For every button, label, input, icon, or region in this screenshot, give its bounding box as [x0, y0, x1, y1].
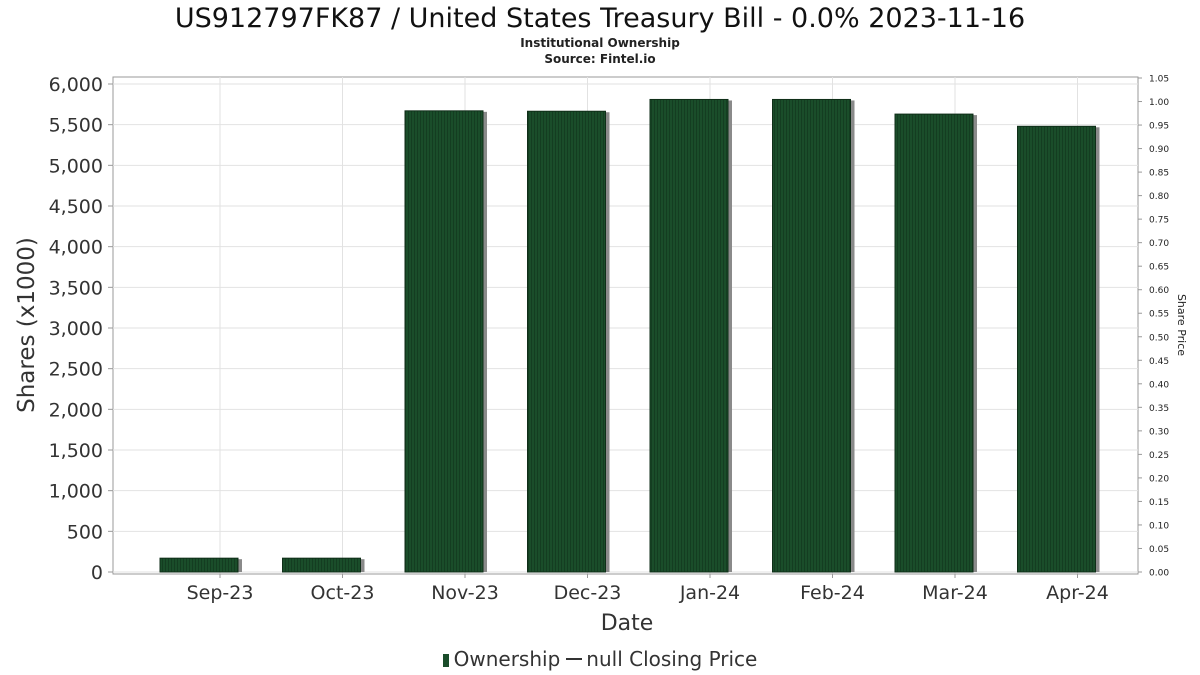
- y2-tick-label: 0.75: [1149, 216, 1169, 226]
- x-tick-label: Sep-23: [187, 582, 254, 604]
- price-legend-label: null Closing Price: [586, 647, 758, 671]
- y2-axis-title: Share Price: [1175, 294, 1188, 356]
- y-tick-label: 500: [67, 521, 103, 543]
- chart-title: US912797FK87 / United States Treasury Bi…: [174, 3, 1026, 34]
- ownership-bar: [772, 98, 851, 573]
- y-tick-label: 3,000: [49, 318, 103, 340]
- y-tick-label: 0: [91, 562, 103, 584]
- y2-tick-label: 1.00: [1149, 98, 1169, 108]
- x-tick-label: Mar-24: [922, 582, 988, 604]
- y-tick-label: 4,000: [49, 237, 103, 259]
- y-tick-label: 6,000: [49, 74, 103, 96]
- y2-tick-label: 0.30: [1149, 427, 1169, 437]
- y2-tick-label: 0.55: [1149, 310, 1169, 320]
- chart-legend: Ownership null Closing Price: [0, 646, 1200, 672]
- y-axis-title: Shares (x1000): [14, 237, 40, 413]
- plot-area: [112, 76, 1139, 575]
- y2-tick-label: 0.90: [1149, 145, 1169, 155]
- x-axis-title: Date: [601, 611, 654, 636]
- y2-tick-label: 0.45: [1149, 357, 1169, 367]
- y-tick-label: 2,500: [49, 359, 103, 381]
- chart-source: Source: Fintel.io: [544, 52, 656, 66]
- x-tick-label: Jan-24: [679, 582, 740, 604]
- y-tick-label: 4,500: [49, 196, 103, 218]
- x-tick-label: Nov-23: [431, 582, 499, 604]
- y2-tick-label: 0.65: [1149, 263, 1169, 273]
- y2-tick-label: 0.80: [1149, 192, 1169, 202]
- ownership-bar: [282, 557, 361, 573]
- y2-tick-label: 0.25: [1149, 451, 1169, 461]
- chart-subtitle: Institutional Ownership: [520, 36, 680, 50]
- y2-tick-label: 0.00: [1149, 569, 1169, 579]
- y2-tick-label: 1.05: [1149, 75, 1169, 85]
- y2-tick-label: 0.70: [1149, 239, 1169, 249]
- y-tick-label: 1,500: [49, 440, 103, 462]
- y2-tick-label: 0.05: [1149, 545, 1169, 555]
- y2-tick-label: 0.15: [1149, 498, 1169, 508]
- y2-tick-label: 0.10: [1149, 521, 1169, 531]
- y2-tick-label: 0.95: [1149, 122, 1169, 132]
- y-tick-label: 2,000: [49, 399, 103, 421]
- y2-tick-label: 0.85: [1149, 169, 1169, 179]
- x-tick-label: Feb-24: [800, 582, 865, 604]
- price-legend-line: [566, 658, 583, 660]
- y2-tick-label: 0.60: [1149, 286, 1169, 296]
- y2-tick-label: 0.35: [1149, 404, 1169, 414]
- ownership-bar: [159, 557, 239, 573]
- y2-tick-label: 0.20: [1149, 474, 1169, 484]
- x-tick-label: Oct-23: [311, 582, 375, 604]
- y2-tick-label: 0.40: [1149, 380, 1169, 390]
- x-tick-label: Apr-24: [1046, 582, 1109, 604]
- y-tick-label: 5,500: [49, 115, 103, 137]
- ownership-bar: [1017, 125, 1096, 573]
- ownership-bar: [894, 113, 974, 573]
- ownership-bar: [527, 110, 606, 573]
- y-tick-label: 3,500: [49, 277, 103, 299]
- y-tick-label: 5,000: [49, 155, 103, 177]
- ownership-bar: [404, 110, 484, 573]
- ownership-bar: [649, 98, 729, 573]
- y2-tick-label: 0.50: [1149, 333, 1169, 343]
- x-tick-label: Dec-23: [554, 582, 622, 604]
- ownership-legend-label: Ownership: [453, 647, 561, 671]
- ownership-legend-swatch: [442, 654, 449, 667]
- y-tick-label: 1,000: [49, 481, 103, 503]
